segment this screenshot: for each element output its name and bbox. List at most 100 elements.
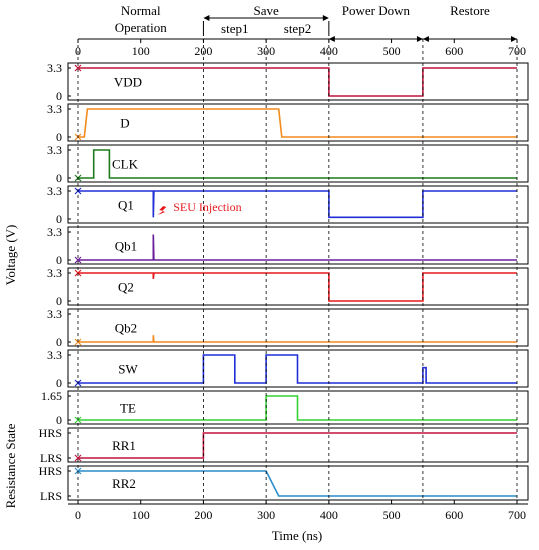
x-tick-label: 600 xyxy=(445,508,463,522)
y-tick-label: 3.3 xyxy=(47,61,62,75)
y-tick-label: 0 xyxy=(56,212,62,226)
series-name: Q2 xyxy=(118,280,134,295)
panel-q1: 3.3 0 Q1 xyxy=(47,184,529,226)
panel-q2: 3.3 0 Q2 xyxy=(47,266,529,308)
series-name: Q1 xyxy=(118,198,134,213)
y-axis-label-resistance: Resistance State xyxy=(3,423,18,508)
series-line-sw xyxy=(78,354,517,384)
phase-label: Power Down xyxy=(342,3,411,18)
series-name: Qb2 xyxy=(115,321,137,336)
series-name: Qb1 xyxy=(115,239,137,254)
top-tick-label: 600 xyxy=(445,44,463,58)
panel-frame xyxy=(67,349,529,388)
annotation-text: SEU Injection xyxy=(173,200,241,214)
x-tick-label: 200 xyxy=(194,508,212,522)
panel-frame xyxy=(67,185,529,224)
y-tick-label: 0 xyxy=(56,376,62,390)
y-tick-label: 0 xyxy=(56,413,62,427)
x-tick-label: 500 xyxy=(383,508,401,522)
series-name: TE xyxy=(120,401,136,416)
start-marker xyxy=(74,64,82,72)
series-line-clk xyxy=(78,149,517,179)
phase-header: 0100200300400500600700NormalOperationSav… xyxy=(75,3,526,58)
signal-panels: 3.30VDD3.30D3.30CLK3.30Q13.30Qb13.30Q23.… xyxy=(39,61,529,503)
y-tick-label: HRS xyxy=(39,426,62,440)
series-line-te xyxy=(78,395,517,421)
y-tick-label: 3.3 xyxy=(47,266,62,280)
y-tick-label: LRS xyxy=(40,451,62,465)
panel-qb1: 3.3 0 Qb1 xyxy=(47,225,529,267)
top-tick-label: 100 xyxy=(132,44,150,58)
series-line-rr2 xyxy=(78,470,517,497)
panel-frame xyxy=(67,390,529,425)
panel-rr1: HRS LRS RR1 xyxy=(39,426,529,465)
powerdown-arrow-head-right xyxy=(416,36,423,42)
series-name: VDD xyxy=(114,75,142,90)
x-tick-label: 700 xyxy=(508,508,526,522)
powerdown-arrow-head-left xyxy=(328,36,335,42)
x-axis-label: Time (ns) xyxy=(272,528,322,543)
series-name: RR2 xyxy=(112,476,136,491)
y-tick-label: 0 xyxy=(56,253,62,267)
save-arrow-head-right xyxy=(322,15,329,21)
y-tick-label: 0 xyxy=(56,130,62,144)
panel-frame xyxy=(67,62,529,101)
y-tick-label: 3.3 xyxy=(47,225,62,239)
x-tick-label: 300 xyxy=(257,508,275,522)
panel-frame xyxy=(67,267,529,306)
save-arrow-head-left xyxy=(203,15,210,21)
y-tick-label: 3.3 xyxy=(47,102,62,116)
y-tick-label: HRS xyxy=(39,464,62,478)
series-line-vdd xyxy=(78,67,517,97)
x-tick-label: 400 xyxy=(320,508,338,522)
panel-frame xyxy=(67,465,529,501)
panel-frame xyxy=(67,144,529,183)
panel-clk: 3.3 0 CLK xyxy=(47,143,529,185)
series-line-qb1 xyxy=(78,234,517,261)
y-tick-label: 3.3 xyxy=(47,307,62,321)
lightning-icon xyxy=(157,206,167,215)
panel-sw: 3.3 0 SW xyxy=(47,348,529,390)
top-tick-label: 500 xyxy=(383,44,401,58)
series-name: SW xyxy=(118,362,138,377)
panel-frame xyxy=(67,427,529,463)
y-tick-label: 3.3 xyxy=(47,143,62,157)
y-tick-label: 1.65 xyxy=(41,389,62,403)
panel-frame xyxy=(67,103,529,142)
panel-vdd: 3.3 0 VDD xyxy=(47,61,529,103)
y-tick-label: LRS xyxy=(40,489,62,503)
phase-label: Save xyxy=(254,3,280,18)
x-tick-label: 100 xyxy=(132,508,150,522)
series-name: RR1 xyxy=(112,438,136,453)
panel-frame xyxy=(67,308,529,347)
phase-label: Restore xyxy=(450,3,490,18)
y-tick-label: 0 xyxy=(56,89,62,103)
panel-te: 1.65 0 TE xyxy=(41,389,529,427)
series-name: CLK xyxy=(112,157,139,172)
subphase-label: step2 xyxy=(284,21,311,36)
y-tick-label: 0 xyxy=(56,335,62,349)
panel-d: 3.3 0 D xyxy=(47,102,529,144)
phase-label-line2: Operation xyxy=(115,20,167,35)
series-line-rr1 xyxy=(78,432,517,459)
x-axis: 0 100 200 300 400 500 600 700 xyxy=(68,500,528,522)
y-tick-label: 0 xyxy=(56,171,62,185)
restore-arrow-head-right xyxy=(511,36,517,42)
panel-qb2: 3.3 0 Qb2 xyxy=(47,307,529,349)
y-tick-label: 3.3 xyxy=(47,184,62,198)
start-marker xyxy=(74,256,82,264)
x-tick-label: 0 xyxy=(75,508,81,522)
panel-frame xyxy=(67,226,529,265)
subphase-label: step1 xyxy=(221,21,248,36)
panel-rr2: HRS LRS RR2 xyxy=(39,464,529,503)
series-name: D xyxy=(120,116,129,131)
y-tick-label: 0 xyxy=(56,294,62,308)
series-line-q1 xyxy=(78,190,517,219)
y-tick-label: 3.3 xyxy=(47,348,62,362)
series-line-q2 xyxy=(78,272,517,302)
start-marker xyxy=(74,454,82,462)
series-line-qb2 xyxy=(78,335,517,343)
y-axis-label-voltage: Voltage (V) xyxy=(3,225,18,286)
restore-arrow-head-left xyxy=(422,36,429,42)
